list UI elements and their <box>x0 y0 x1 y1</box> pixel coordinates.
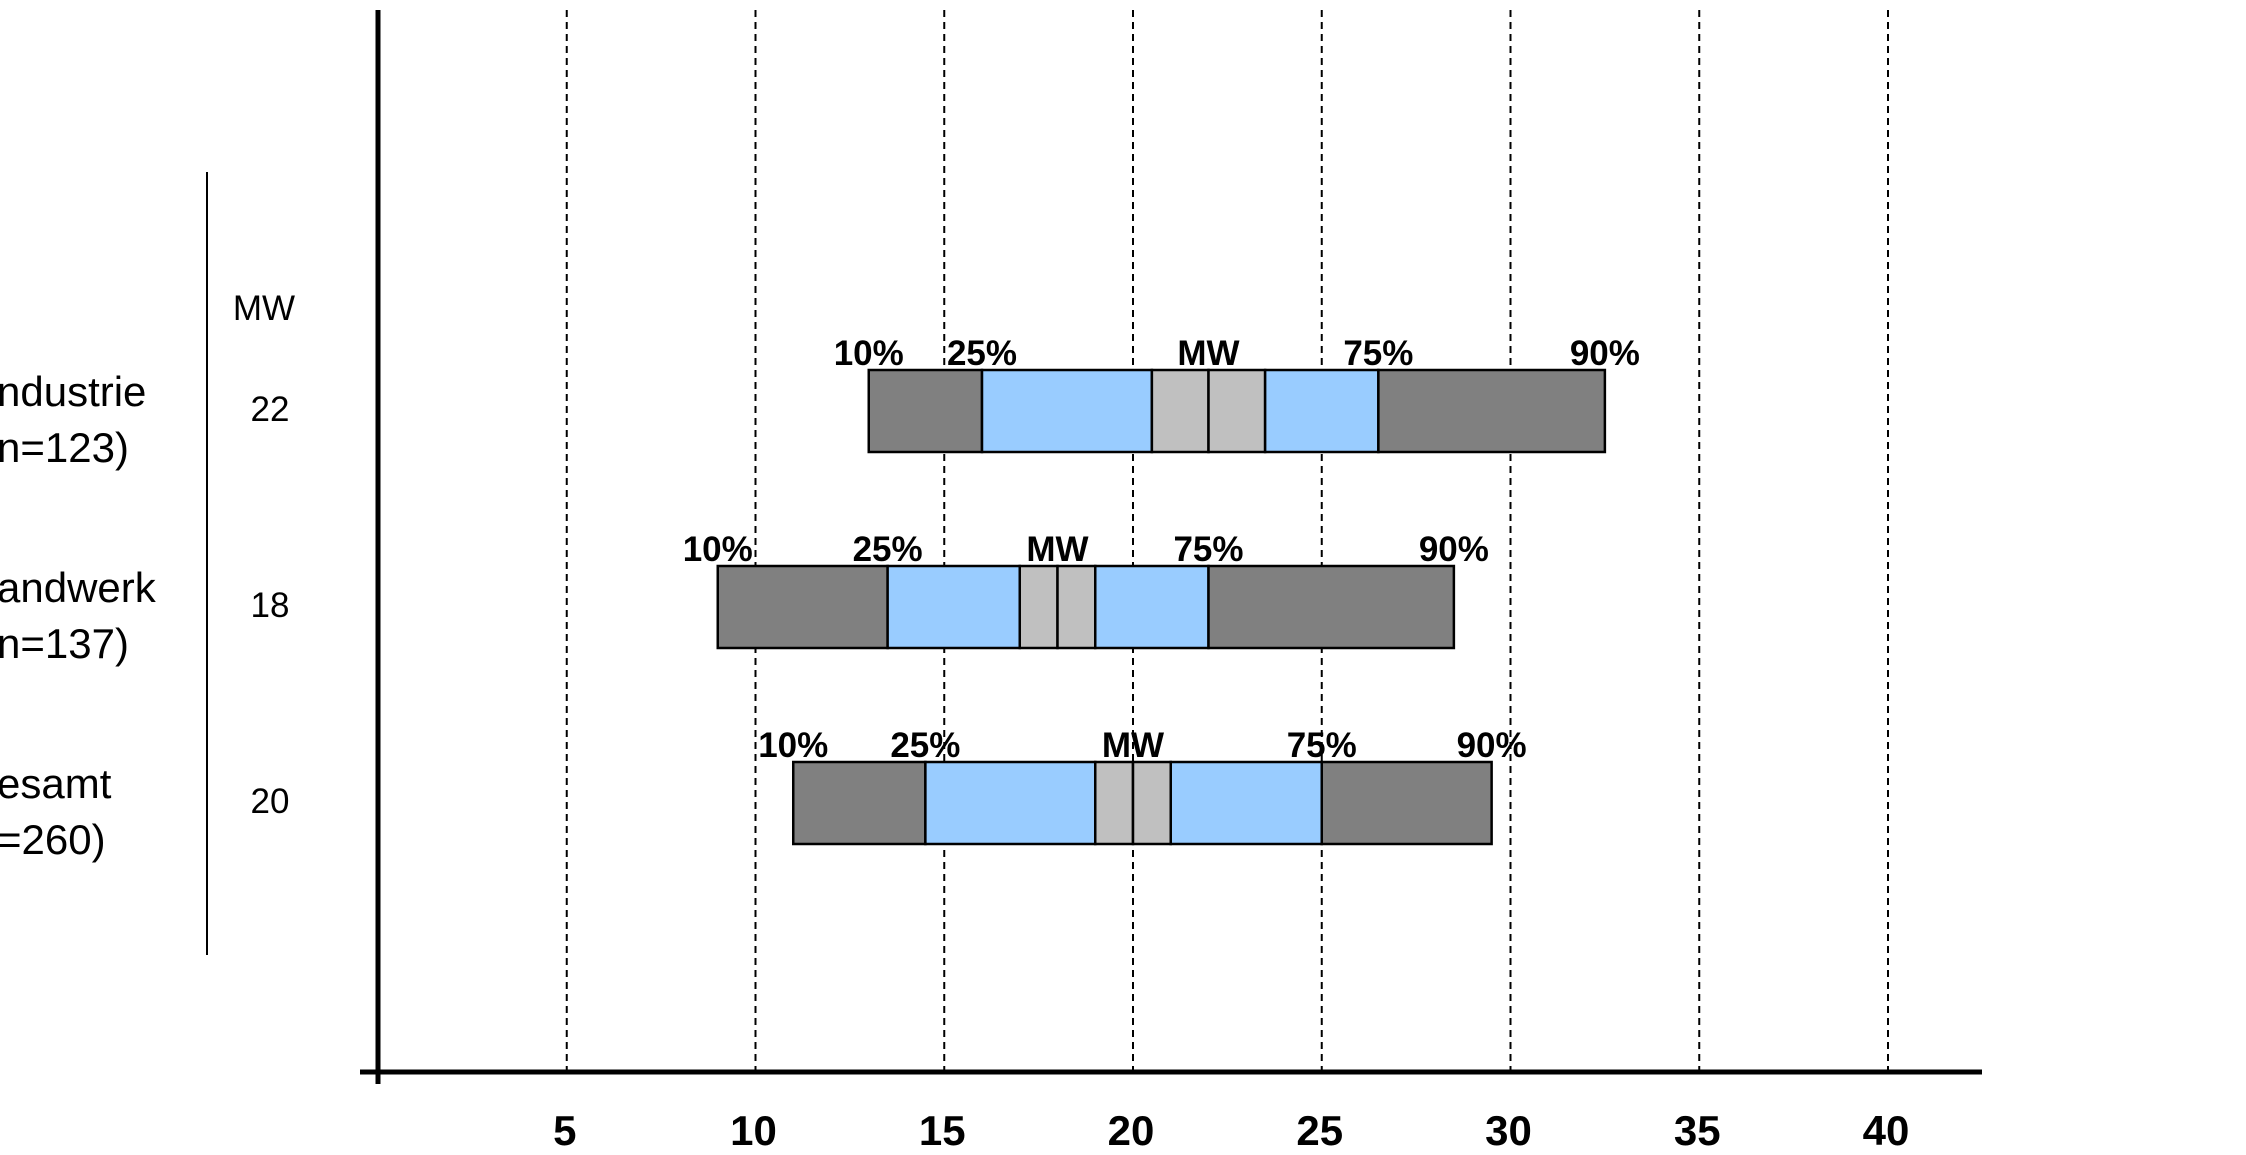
percentile-label: MW <box>1177 334 1239 373</box>
data-rows: 10% 25% MW 75% 90% 10% 25% MW 75% 90% 10% 25% MW 75% 9… <box>683 334 1640 846</box>
category-label: esamt <box>0 760 112 807</box>
percentile-label: MW <box>1102 726 1164 765</box>
p25-mean-segment <box>980 368 1154 454</box>
percentile-label: 25% <box>890 726 960 765</box>
category-panel: MW ndustrie n=123) 22 andwerk n=137) 18 esamt =… <box>0 172 295 955</box>
percentile-label: MW <box>1026 530 1088 569</box>
x-tick-label: 40 <box>1863 1107 1910 1154</box>
p10-p25-segment <box>792 760 927 846</box>
percentile-label: 90% <box>1570 334 1640 373</box>
category-sample-size: =260) <box>0 816 106 863</box>
percentile-label: 90% <box>1457 726 1527 765</box>
axes <box>360 10 1982 1084</box>
mean-band-left <box>1094 760 1135 846</box>
x-tick-label: 35 <box>1674 1107 1721 1154</box>
mean-band-left <box>1018 564 1059 650</box>
mean-p75-segment <box>1169 760 1323 846</box>
data-row: 10% 25% MW 75% 90% <box>683 530 1489 650</box>
p75-p90-segment <box>1207 564 1456 650</box>
x-tick-label: 25 <box>1296 1107 1343 1154</box>
mean-band-right <box>1131 760 1172 846</box>
data-row: 10% 25% MW 75% 90% <box>834 334 1640 454</box>
percentile-label: 90% <box>1419 530 1489 569</box>
mean-band-left <box>1150 368 1210 454</box>
mean-value: 18 <box>251 586 290 625</box>
mean-value: 20 <box>251 782 290 821</box>
percentile-label: 10% <box>758 726 828 765</box>
x-tick-label: 10 <box>730 1107 777 1154</box>
p25-mean-segment <box>924 760 1097 846</box>
mean-p75-segment <box>1263 368 1380 454</box>
percentile-label: 75% <box>1287 726 1357 765</box>
x-tick-labels: 5 10 15 20 25 30 35 40 <box>553 1107 1909 1154</box>
x-tick-label: 20 <box>1108 1107 1155 1154</box>
x-tick-label: 30 <box>1485 1107 1532 1154</box>
percentile-label: 75% <box>1173 530 1243 569</box>
data-row: 10% 25% MW 75% 90% <box>758 726 1527 846</box>
category-label: andwerk <box>0 564 157 611</box>
x-tick-label: 5 <box>553 1107 576 1154</box>
x-tick-label: 15 <box>919 1107 966 1154</box>
mean-value: 22 <box>251 390 290 429</box>
percentile-label: 75% <box>1343 334 1413 373</box>
category-sample-size: n=123) <box>0 424 129 471</box>
p10-p25-segment <box>867 368 984 454</box>
mean-band-right <box>1056 564 1097 650</box>
percentile-label: 10% <box>683 530 753 569</box>
p10-p25-segment <box>716 564 889 650</box>
percentile-label: 25% <box>853 530 923 569</box>
p75-p90-segment <box>1377 368 1607 454</box>
percentile-label: 25% <box>947 334 1017 373</box>
mean-band-right <box>1207 368 1267 454</box>
mw-column-header: MW <box>233 289 295 328</box>
p25-mean-segment <box>886 564 1021 650</box>
percentile-label: 10% <box>834 334 904 373</box>
category-label: ndustrie <box>0 368 146 415</box>
p75-p90-segment <box>1320 760 1493 846</box>
category-sample-size: n=137) <box>0 620 129 667</box>
mean-p75-segment <box>1094 564 1210 650</box>
grid-lines <box>565 10 1889 1072</box>
